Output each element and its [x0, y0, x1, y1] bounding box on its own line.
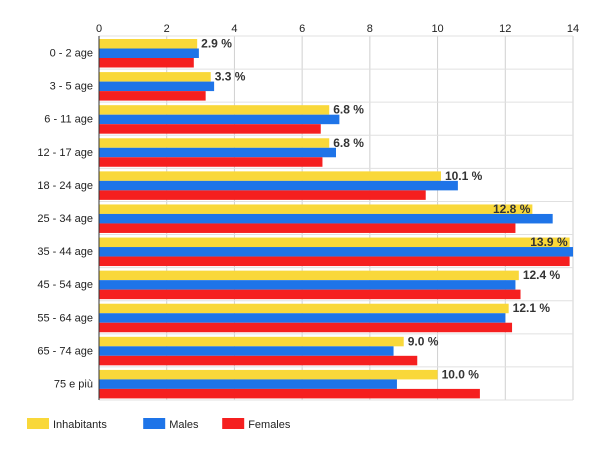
legend-swatch-inhabitants — [27, 418, 49, 429]
bar-inhabitants — [99, 105, 330, 115]
y-tick-label: 0 - 2 age — [50, 48, 93, 60]
bar-inhabitants — [99, 138, 330, 148]
bar-inhabitants — [99, 39, 198, 49]
data-label: 9.0 % — [408, 334, 439, 348]
y-tick-label: 12 - 17 age — [37, 147, 93, 159]
bar-inhabitants — [99, 72, 211, 82]
bar-males — [99, 280, 516, 290]
bar-females — [99, 124, 321, 134]
legend-label-females: Females — [248, 419, 291, 431]
bar-males — [99, 346, 394, 356]
data-label: 12.8 % — [493, 202, 531, 216]
bar-females — [99, 58, 194, 68]
bar-females — [99, 223, 516, 233]
bar-males — [99, 147, 336, 158]
y-tick-label: 6 - 11 age — [44, 114, 93, 126]
data-label: 12.4 % — [523, 268, 561, 282]
data-label: 6.8 % — [333, 103, 364, 117]
data-label: 6.8 % — [333, 136, 364, 150]
bar-inhabitants — [99, 270, 519, 281]
y-tick-label: 18 - 24 age — [37, 180, 93, 192]
data-label: 13.9 % — [530, 235, 568, 249]
bar-males — [99, 180, 458, 191]
bar-inhabitants — [99, 369, 438, 380]
x-tick-label: 8 — [367, 23, 373, 35]
bar-females — [99, 355, 418, 366]
bar-females — [99, 91, 206, 101]
bar-inhabitants — [99, 303, 509, 314]
bar-males — [99, 48, 199, 58]
x-tick-label: 14 — [567, 23, 579, 35]
bar-females — [99, 190, 426, 200]
bar-males — [99, 114, 340, 125]
data-label: 3.3 % — [215, 70, 246, 84]
y-tick-label: 45 - 54 age — [37, 279, 93, 291]
bar-females — [99, 322, 513, 333]
bar-males — [99, 81, 215, 92]
bar-inhabitants — [99, 204, 533, 214]
bar-inhabitants — [99, 336, 404, 347]
legend-label-inhabitants: Inhabitants — [53, 419, 107, 431]
y-tick-label: 25 - 34 age — [37, 213, 93, 225]
y-tick-label: 35 - 44 age — [37, 246, 93, 258]
bar-males — [99, 313, 506, 323]
legend-swatch-females — [222, 418, 245, 429]
x-tick-label: 2 — [164, 23, 170, 35]
x-tick-label: 4 — [231, 23, 237, 35]
bar-females — [99, 388, 480, 399]
y-tick-label: 3 - 5 age — [50, 81, 93, 93]
y-tick-label: 75 e più — [54, 378, 93, 390]
y-tick-label: 65 - 74 age — [37, 345, 93, 357]
bar-males — [99, 247, 573, 257]
x-tick-label: 6 — [299, 23, 305, 35]
bar-inhabitants — [99, 171, 441, 181]
bar-females — [99, 157, 323, 167]
data-label: 2.9 % — [201, 37, 232, 51]
data-label: 10.0 % — [442, 367, 480, 381]
y-tick-label: 55 - 64 age — [37, 312, 93, 324]
data-label: 12.1 % — [513, 301, 551, 315]
x-tick-label: 10 — [431, 23, 443, 35]
legend-label-males: Males — [169, 419, 199, 431]
bar-females — [99, 256, 570, 267]
x-tick-label: 0 — [96, 23, 102, 35]
x-tick-label: 12 — [499, 23, 511, 35]
bar-females — [99, 289, 521, 300]
bar-males — [99, 379, 397, 389]
data-label: 10.1 % — [445, 169, 483, 183]
bar-males — [99, 213, 553, 224]
legend-swatch-males — [143, 418, 166, 429]
bar-inhabitants — [99, 237, 570, 248]
